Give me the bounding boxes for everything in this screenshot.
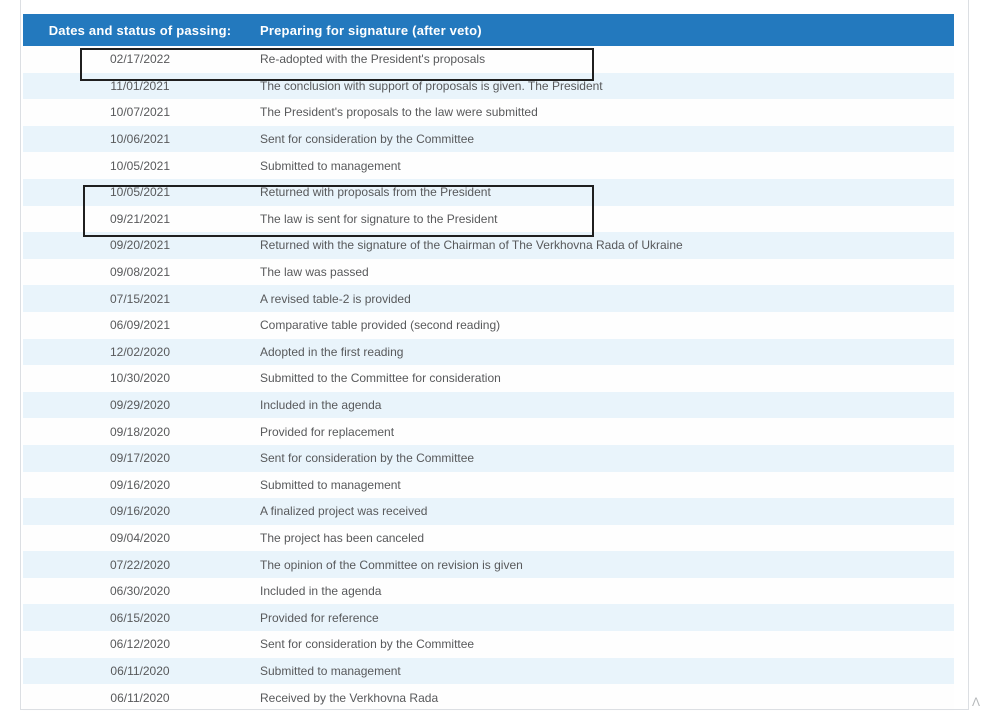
table-row: 10/05/2021 Returned with proposals from … [23, 178, 954, 206]
row-status: Submitted to management [260, 663, 401, 678]
row-status: Submitted to management [260, 477, 401, 492]
row-status: A finalized project was received [260, 504, 428, 519]
table-row: 09/29/2020 Included in the agenda [23, 391, 954, 419]
row-date: 07/15/2021 [109, 291, 171, 306]
row-date: 10/05/2021 [109, 158, 171, 173]
scroll-caret-icon: Λ [972, 695, 981, 709]
row-status: Included in the agenda [260, 398, 382, 413]
row-status: Re-adopted with the President's proposal… [260, 52, 486, 67]
row-status: Sent for consideration by the Committee [260, 132, 475, 147]
column-header-stage: Preparing for signature (after veto) [257, 14, 954, 46]
table-row: 06/11/2020 Submitted to management [23, 657, 954, 685]
row-date: 09/21/2021 [109, 211, 171, 226]
row-status: Submitted to management [260, 158, 401, 173]
row-status: Provided for replacement [260, 424, 395, 439]
column-header-dates: Dates and status of passing: [23, 14, 257, 46]
table-row: 06/15/2020 Provided for reference [23, 604, 954, 632]
row-status: Sent for consideration by the Committee [260, 451, 475, 466]
table-row: 06/11/2020 Received by the Verkhovna Rad… [23, 684, 954, 711]
row-status: Comparative table provided (second readi… [260, 318, 501, 333]
table-row: 09/18/2020 Provided for replacement [23, 418, 954, 445]
row-date: 07/22/2020 [109, 557, 171, 572]
table-row: 02/17/2022 Re-adopted with the President… [23, 46, 954, 73]
table-row: 09/16/2020 Submitted to management [23, 471, 954, 499]
row-status: Sent for consideration by the Committee [260, 637, 475, 652]
table-row: 06/09/2021 Comparative table provided (s… [23, 311, 954, 339]
row-date: 06/11/2020 [110, 663, 170, 678]
row-status: The law was passed [260, 265, 369, 280]
row-date: 10/30/2020 [109, 371, 171, 386]
row-date: 11/01/2021 [110, 78, 170, 93]
table-row: 11/01/2021 The conclusion with support o… [23, 72, 954, 100]
row-status: Adopted in the first reading [260, 344, 404, 359]
table-row: 07/22/2020 The opinion of the Committee … [23, 551, 954, 578]
row-date: 09/04/2020 [109, 530, 171, 545]
bill-status-table: Dates and status of passing: Preparing f… [23, 14, 954, 711]
row-date: 10/07/2021 [109, 105, 171, 120]
row-date: 09/20/2021 [109, 238, 171, 253]
row-date: 09/17/2020 [109, 451, 171, 466]
table-row: 10/06/2021 Sent for consideration by the… [23, 125, 954, 153]
table-row: 06/12/2020 Sent for consideration by the… [23, 631, 954, 658]
table-row: 06/30/2020 Included in the agenda [23, 577, 954, 605]
row-status: Received by the Verkhovna Rada [260, 690, 439, 705]
row-date: 09/08/2021 [109, 265, 171, 280]
table-header: Dates and status of passing: Preparing f… [23, 14, 954, 46]
row-date: 06/11/2020 [110, 690, 170, 705]
row-status: The conclusion with support of proposals… [260, 78, 603, 93]
row-date: 06/15/2020 [109, 610, 171, 625]
row-date: 06/09/2021 [109, 318, 171, 333]
row-date: 02/17/2022 [109, 52, 171, 67]
table-row: 10/30/2020 Submitted to the Committee fo… [23, 365, 954, 392]
row-status: Provided for reference [260, 610, 379, 625]
table-row: 12/02/2020 Adopted in the first reading [23, 338, 954, 366]
row-date: 09/29/2020 [109, 398, 171, 413]
row-status: Submitted to the Committee for considera… [260, 371, 501, 386]
table-row: 07/15/2021 A revised table-2 is provided [23, 285, 954, 312]
row-status: A revised table-2 is provided [260, 291, 411, 306]
table-row: 10/07/2021 The President's proposals to … [23, 99, 954, 126]
table-row: 09/21/2021 The law is sent for signature… [23, 205, 954, 233]
table-body: 02/17/2022 Re-adopted with the President… [23, 46, 954, 711]
table-row: 10/05/2021 Submitted to management [23, 152, 954, 179]
row-status: The law is sent for signature to the Pre… [260, 211, 498, 226]
table-row: 09/08/2021 The law was passed [23, 258, 954, 286]
table-row: 09/16/2020 A finalized project was recei… [23, 498, 954, 525]
row-status: Returned with proposals from the Preside… [260, 185, 491, 200]
row-date: 09/16/2020 [109, 477, 171, 492]
table-row: 09/04/2020 The project has been canceled [23, 524, 954, 552]
row-status: The project has been canceled [260, 530, 425, 545]
row-date: 09/16/2020 [109, 504, 171, 519]
row-date: 12/02/2020 [109, 344, 171, 359]
row-status: Included in the agenda [260, 584, 382, 599]
row-date: 10/06/2021 [109, 132, 171, 147]
row-date: 06/30/2020 [109, 584, 171, 599]
row-date: 10/05/2021 [109, 185, 171, 200]
row-date: 06/12/2020 [109, 637, 171, 652]
table-row: 09/17/2020 Sent for consideration by the… [23, 444, 954, 472]
row-status: The opinion of the Committee on revision… [260, 557, 523, 572]
row-status: The President's proposals to the law wer… [260, 105, 538, 120]
row-date: 09/18/2020 [109, 424, 171, 439]
row-status: Returned with the signature of the Chair… [260, 238, 683, 253]
table-row: 09/20/2021 Returned with the signature o… [23, 232, 954, 259]
